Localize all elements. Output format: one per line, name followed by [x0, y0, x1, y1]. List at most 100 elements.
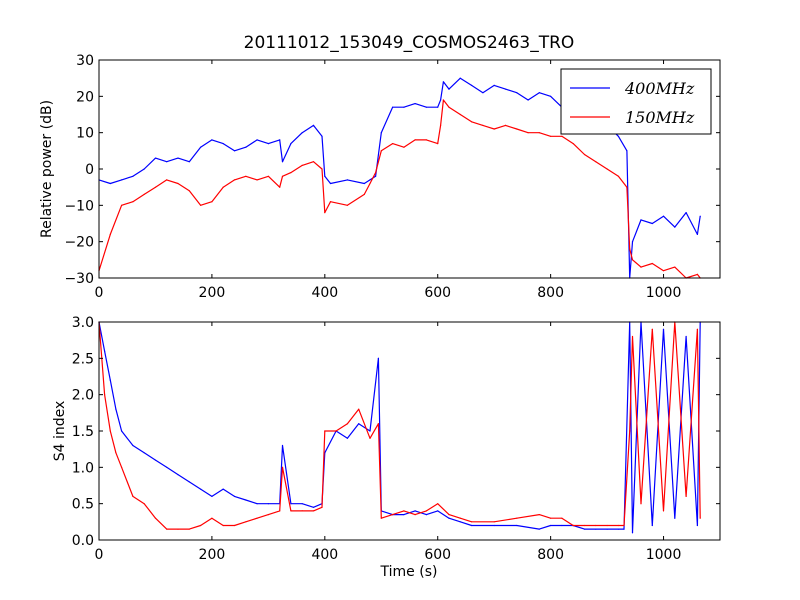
- s4-data-point: [583, 528, 586, 530]
- power-data-point: [527, 99, 529, 101]
- s4-data-point: [301, 510, 303, 512]
- s4-y-axis-label: S4 index: [52, 401, 68, 462]
- power-data-point: [538, 92, 540, 94]
- s4-data-point: [358, 423, 360, 425]
- power-data-point: [279, 186, 281, 188]
- s4-data-point: [154, 517, 157, 519]
- power-data-point: [631, 259, 634, 261]
- s4-data-point: [459, 521, 461, 523]
- power-data-point: [626, 186, 628, 188]
- x-axis-label: Time (s): [380, 564, 438, 580]
- power-data-point: [324, 175, 326, 177]
- s4-data-point: [324, 430, 326, 432]
- power-data-point: [651, 222, 653, 225]
- power-data-point: [256, 139, 258, 141]
- s4-data-point: [437, 510, 439, 512]
- legend-label-150mhz: 150MHz: [625, 108, 695, 127]
- s4-x-tick-label: 800: [537, 547, 564, 563]
- s4-data-point: [640, 503, 642, 505]
- s4-data-point: [121, 466, 123, 468]
- power-data-point: [245, 175, 247, 177]
- power-x-tick-label: 0: [95, 285, 104, 301]
- s4-data-point: [662, 328, 665, 330]
- s4-data-point: [166, 466, 168, 468]
- power-data-point: [516, 92, 518, 94]
- s4-data-point: [380, 517, 382, 519]
- power-data-point: [329, 182, 332, 185]
- s4-data-point: [516, 524, 518, 527]
- power-data-point: [346, 179, 348, 181]
- s4-data-point: [281, 444, 284, 447]
- s4-data-point: [256, 503, 258, 505]
- s4-data-point: [606, 524, 608, 527]
- s4-data-point: [377, 357, 379, 359]
- s4-data-point: [631, 532, 634, 534]
- s4-data-point: [425, 514, 427, 516]
- power-data-point: [626, 150, 628, 152]
- power-data-point: [448, 88, 450, 90]
- s4-data-point: [696, 524, 699, 527]
- power-x-tick-label: 400: [311, 285, 338, 301]
- s4-data-point: [699, 517, 701, 519]
- s4-data-point: [245, 521, 247, 523]
- power-data-point: [696, 233, 699, 235]
- power-y-tick-label: −20: [64, 235, 94, 251]
- s4-data-point: [267, 514, 269, 516]
- power-data-point: [109, 182, 111, 185]
- s4-data-point: [290, 503, 292, 505]
- power-data-point: [550, 95, 552, 97]
- s4-data-point: [166, 528, 168, 530]
- s4-data-point: [121, 430, 123, 432]
- power-data-point: [631, 241, 634, 243]
- s4-x-tick-label: 600: [424, 547, 451, 563]
- power-data-point: [290, 143, 292, 145]
- power-data-point: [442, 81, 444, 83]
- power-data-point: [504, 88, 507, 90]
- power-data-point: [640, 266, 642, 268]
- s4-data-point: [459, 517, 461, 519]
- s4-data-point: [572, 524, 574, 527]
- power-data-point: [154, 157, 157, 159]
- s4-data-point: [233, 524, 236, 527]
- s4-y-tick-label: 1.5: [72, 424, 94, 440]
- power-data-point: [281, 175, 284, 177]
- power-data-point: [403, 106, 405, 108]
- power-data-point: [166, 179, 168, 181]
- s4-data-point: [109, 430, 111, 432]
- power-data-point: [550, 135, 552, 137]
- s4-data-point: [256, 517, 258, 519]
- s4-data-point: [369, 430, 371, 432]
- power-data-point: [290, 172, 292, 174]
- s4-data-point: [561, 524, 563, 527]
- s4-data-point: [631, 335, 634, 338]
- s4-y-tick-label: 2.5: [72, 351, 94, 367]
- power-data-point: [177, 182, 179, 185]
- s4-data-point: [414, 514, 416, 516]
- power-data-point: [245, 146, 247, 148]
- s4-data-point: [321, 506, 323, 508]
- power-data-point: [561, 135, 563, 137]
- power-data-point: [375, 172, 377, 174]
- s4-data-point: [143, 452, 145, 454]
- power-data-point: [437, 143, 439, 145]
- s4-data-point: [448, 517, 450, 519]
- power-data-point: [538, 132, 540, 134]
- s4-data-point: [595, 528, 597, 530]
- power-data-point: [685, 212, 687, 214]
- power-data-point: [459, 77, 461, 79]
- power-data-point: [459, 113, 461, 116]
- s4-data-point: [685, 495, 687, 497]
- s4-data-point: [538, 514, 540, 516]
- power-data-point: [662, 270, 665, 272]
- s4-data-point: [358, 408, 360, 410]
- s4-data-point: [115, 408, 117, 410]
- power-data-point: [572, 143, 574, 145]
- power-data-point: [188, 190, 190, 192]
- s4-y-tick-label: 0.5: [72, 497, 94, 513]
- s4-data-point: [177, 474, 179, 476]
- power-data-point: [312, 161, 315, 163]
- power-data-point: [617, 135, 620, 137]
- power-data-point: [132, 175, 134, 177]
- power-x-tick-label: 800: [537, 285, 564, 301]
- power-data-point: [493, 84, 495, 86]
